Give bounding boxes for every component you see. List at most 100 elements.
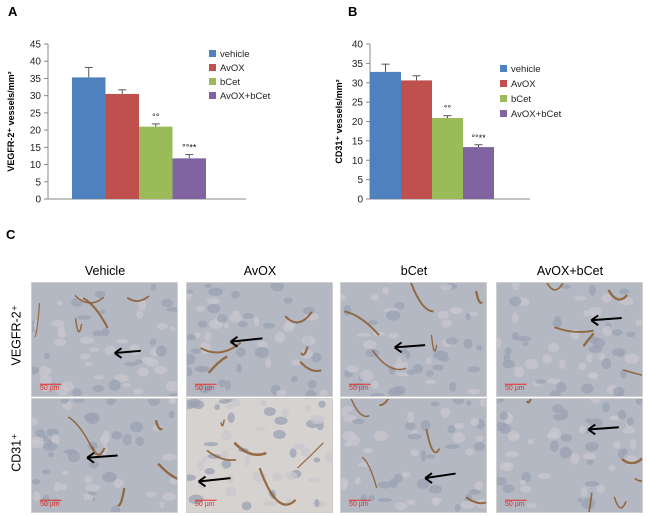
cell-nucleus — [466, 388, 481, 395]
cell-nucleus — [507, 430, 520, 442]
cell-nucleus — [396, 372, 410, 377]
cell-nucleus — [129, 421, 144, 433]
scale-bar-label: 50 µm — [349, 501, 369, 508]
cell-nucleus — [394, 302, 405, 310]
cell-nucleus — [84, 475, 93, 484]
y-tick-label: 0 — [357, 195, 363, 206]
cell-nucleus — [476, 345, 483, 351]
cell-nucleus — [526, 503, 537, 509]
micrograph-vegfr2-avox-bcet: 50 µm — [496, 282, 643, 397]
cell-nucleus — [363, 340, 377, 349]
cell-nucleus — [346, 365, 359, 373]
stained-vessel — [297, 442, 324, 469]
y-tick-label: 0 — [35, 195, 41, 206]
cell-nucleus — [395, 502, 407, 511]
stained-vessel — [622, 369, 642, 376]
cell-nucleus — [547, 378, 561, 384]
micrograph-vegfr2-bcet: 50 µm — [340, 282, 487, 397]
stained-vessel — [588, 492, 593, 512]
cell-nucleus — [293, 443, 306, 450]
cell-nucleus — [305, 389, 317, 396]
arrow-marker-shaft — [424, 472, 456, 480]
cell-nucleus — [92, 330, 104, 337]
cell-nucleus — [168, 399, 176, 404]
cell-nucleus — [32, 439, 44, 449]
legend-swatch — [209, 64, 216, 71]
cell-nucleus — [114, 374, 129, 383]
cell-nucleus — [187, 366, 193, 377]
scale-bar-label: 50 µm — [505, 501, 525, 508]
cell-nucleus — [263, 407, 276, 416]
legend-label: bCet — [220, 77, 240, 88]
micrograph-cd31-avox: 50 µm — [186, 398, 333, 513]
legend-label: AvOX+bCet — [511, 109, 562, 120]
cell-nucleus — [583, 452, 596, 460]
cell-nucleus — [624, 353, 640, 364]
cell-nucleus — [497, 337, 502, 349]
scale-bar-label: 50 µm — [40, 385, 60, 392]
cell-nucleus — [270, 283, 284, 292]
cell-nucleus — [154, 365, 167, 375]
cell-nucleus — [227, 412, 235, 424]
cell-nucleus — [85, 412, 100, 425]
cell-nucleus — [466, 400, 472, 406]
stained-vessel — [157, 462, 177, 481]
stained-vessel — [613, 496, 627, 509]
y-tick-label: 20 — [352, 117, 364, 128]
cell-nucleus — [425, 379, 437, 385]
stained-vessel — [361, 456, 378, 489]
arrow-marker-shaft — [230, 337, 263, 343]
cell-nucleus — [377, 481, 392, 489]
cell-nucleus — [229, 313, 242, 323]
cell-nucleus — [499, 423, 512, 434]
significance-mark: °° — [444, 104, 452, 114]
stained-vessel — [299, 360, 322, 372]
cell-nucleus — [188, 494, 204, 505]
cell-nucleus — [136, 310, 144, 319]
cell-nucleus — [626, 331, 636, 338]
cell-nucleus — [343, 305, 352, 316]
cell-nucleus — [161, 298, 173, 308]
legend-swatch — [209, 78, 216, 85]
legend-swatch — [500, 80, 507, 87]
stained-vessel — [284, 311, 313, 324]
y-tick-label: 45 — [30, 40, 42, 51]
cell-nucleus — [473, 442, 485, 452]
cell-nucleus — [134, 359, 143, 365]
cell-nucleus — [588, 285, 596, 297]
cell-nucleus — [116, 338, 129, 344]
cell-nucleus — [549, 390, 562, 396]
cell-nucleus — [313, 457, 321, 463]
cell-nucleus — [342, 430, 356, 441]
cell-nucleus — [420, 419, 431, 431]
cell-nucleus — [129, 344, 140, 356]
cell-nucleus — [561, 284, 571, 290]
y-tick-label: 30 — [30, 91, 42, 102]
cell-nucleus — [410, 449, 420, 457]
cell-nucleus — [437, 310, 450, 320]
stained-vessel — [371, 349, 407, 371]
cell-nucleus — [406, 369, 416, 376]
cell-nucleus — [512, 312, 519, 323]
cell-nucleus — [80, 336, 94, 344]
arrow-marker-shaft — [394, 344, 426, 349]
cell-nucleus — [289, 448, 297, 458]
tissue-background — [32, 283, 177, 396]
cell-nucleus — [159, 500, 165, 509]
cell-nucleus — [223, 322, 230, 329]
significance-mark: °°** — [471, 133, 486, 143]
cell-nucleus — [274, 331, 286, 344]
stained-vessel — [525, 399, 532, 404]
cell-nucleus — [169, 477, 177, 485]
cell-nucleus — [41, 385, 50, 392]
chart-b-cd31: 0 5 10 15 20 25 30 35 40 CD31⁺ vessels/mm² °° °°** v… — [334, 40, 562, 206]
bar-avox — [105, 93, 139, 199]
cell-nucleus — [503, 353, 511, 362]
cell-nucleus — [454, 503, 461, 512]
cell-nucleus — [519, 480, 527, 485]
cell-nucleus — [155, 345, 167, 357]
cell-nucleus — [587, 372, 598, 379]
cell-nucleus — [548, 342, 559, 353]
cell-nucleus — [42, 442, 58, 452]
cell-nucleus — [170, 326, 176, 331]
